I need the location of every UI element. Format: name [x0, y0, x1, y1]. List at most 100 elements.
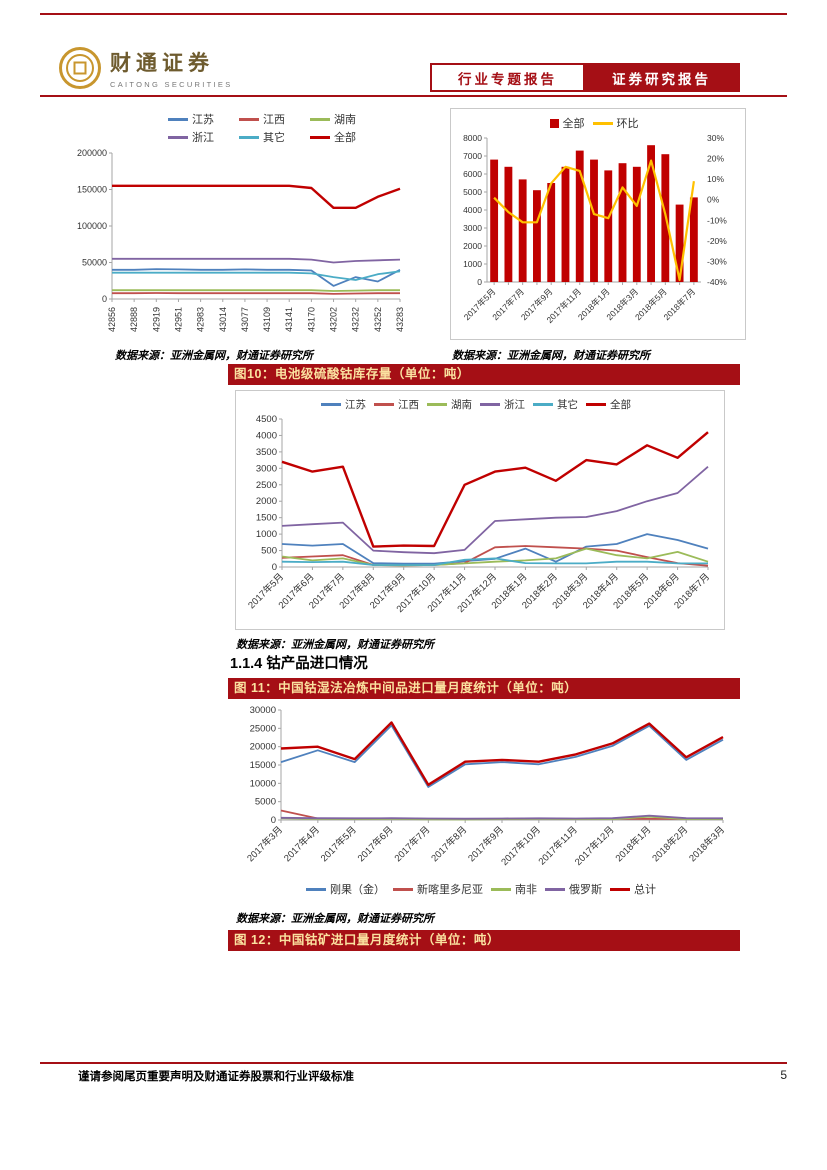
svg-text:43232: 43232 [351, 307, 361, 332]
svg-text:2017年8月: 2017年8月 [429, 824, 470, 865]
svg-text:2017年6月: 2017年6月 [355, 824, 396, 865]
svg-text:1500: 1500 [256, 513, 277, 524]
figure10-title-bar: 图10：电池级硫酸钴库存量（单位：吨） [228, 364, 740, 385]
svg-text:8000: 8000 [463, 133, 482, 143]
caitong-logo-icon [59, 47, 101, 89]
svg-text:43109: 43109 [262, 307, 272, 332]
svg-text:-20%: -20% [707, 236, 727, 246]
svg-text:0: 0 [271, 815, 276, 826]
svg-text:5000: 5000 [255, 797, 276, 808]
legend-item: 其它 [533, 397, 578, 412]
legend-label: 俄罗斯 [569, 884, 602, 896]
svg-text:4000: 4000 [463, 205, 482, 215]
total-mom-legend: 全部 环比 [451, 109, 745, 132]
svg-text:42983: 42983 [196, 307, 206, 332]
svg-text:150000: 150000 [77, 185, 107, 195]
svg-text:3000: 3000 [463, 223, 482, 233]
svg-text:42856: 42856 [107, 307, 117, 332]
legend-item: 江西 [239, 111, 305, 127]
report-type-banner: 行业专题报告 证券研究报告 [430, 63, 740, 92]
legend-item: 全部 [586, 397, 631, 412]
top-divider [40, 13, 787, 15]
svg-text:30000: 30000 [250, 705, 276, 716]
legend-box-marker-icon [549, 118, 559, 128]
svg-text:15000: 15000 [250, 760, 276, 771]
legend-item: 江西 [374, 397, 419, 412]
svg-text:0: 0 [477, 277, 482, 287]
legend-item: 环比 [592, 115, 639, 131]
legend-item: 刚果（金） [306, 881, 385, 897]
legend-label: 湖南 [334, 114, 356, 126]
fig10-chart-box: 江苏 江西 湖南 浙江 其它 全部 0 500 1000 1500 2000 2500 3000 350… [235, 390, 725, 630]
legend-line-marker-icon [610, 887, 630, 891]
hydromet-imports-chart: 0500010000150002000025000300002017年3月201… [245, 705, 728, 868]
company-logo: 财通证券 CAITONG SECURITIES [58, 46, 233, 90]
svg-text:-40%: -40% [707, 277, 727, 287]
legend-label: 全部 [334, 132, 356, 144]
svg-text:7000: 7000 [463, 151, 482, 161]
svg-text:10%: 10% [707, 174, 724, 184]
legend-line-marker-icon [491, 887, 511, 891]
svg-text:10000: 10000 [250, 778, 276, 789]
legend-line-marker-icon [427, 403, 447, 406]
legend-label: 环比 [616, 118, 639, 130]
legend-label: 全部 [610, 399, 631, 411]
legend-line-marker-icon [545, 887, 565, 891]
total-mom-chart-box: 全部 环比 0 1000 2000 3000 4000 5000 6000 7000 8000 30… [450, 108, 746, 340]
report-category-label: 证券研究报告 [585, 65, 738, 90]
legend-item: 总计 [610, 881, 656, 897]
svg-text:100000: 100000 [77, 221, 107, 231]
legend-line-marker-icon [533, 403, 553, 406]
legend-label: 江苏 [345, 399, 366, 411]
svg-text:43077: 43077 [240, 307, 250, 332]
footer-disclaimer: 谨请参阅尾页重要声明及财通证券股票和行业评级标准 [78, 1071, 354, 1083]
svg-text:2000: 2000 [256, 496, 277, 507]
legend-line-marker-icon [586, 403, 606, 406]
svg-text:2017年3月: 2017年3月 [245, 824, 286, 865]
svg-text:2017年5月: 2017年5月 [318, 824, 359, 865]
svg-text:43141: 43141 [284, 307, 294, 332]
data-source-note: 数据来源：亚洲金属网，财通证券研究所 [452, 350, 650, 362]
legend-item: 江苏 [168, 111, 234, 127]
legend-line-marker-icon [168, 117, 188, 121]
legend-line-marker-icon [393, 887, 413, 891]
legend-item: 俄罗斯 [545, 881, 602, 897]
svg-text:200000: 200000 [77, 148, 107, 158]
legend-line-marker-icon [592, 121, 613, 125]
legend-item: 浙江 [168, 129, 234, 145]
data-source-note: 数据来源：亚洲金属网，财通证券研究所 [236, 913, 434, 925]
legend-item: 江苏 [321, 397, 366, 412]
svg-text:20%: 20% [707, 154, 724, 164]
svg-text:2017年7月: 2017年7月 [392, 824, 433, 865]
svg-text:2000: 2000 [463, 241, 482, 251]
province-inventory-chart: 0 50000 100000 150000 200000 42856 42888 42919 4… [77, 148, 405, 332]
page-number: 5 [780, 1068, 787, 1082]
fig10-legend: 江苏 江西 湖南 浙江 其它 全部 [236, 391, 724, 413]
province-inventory-legend: 江苏 江西 湖南浙江 其它 全部 [168, 110, 404, 146]
svg-text:6000: 6000 [463, 169, 482, 179]
legend-label: 浙江 [504, 399, 525, 411]
legend-label: 其它 [263, 132, 285, 144]
svg-text:25000: 25000 [250, 723, 276, 734]
svg-text:4000: 4000 [256, 430, 277, 441]
logo-text: 财通证券 CAITONG SECURITIES [110, 47, 233, 89]
legend-item: 浙江 [480, 397, 525, 412]
legend-item: 南非 [491, 881, 537, 897]
svg-text:50000: 50000 [82, 258, 107, 268]
svg-text:2500: 2500 [256, 480, 277, 491]
legend-label: 浙江 [192, 132, 214, 144]
svg-text:3500: 3500 [256, 447, 277, 458]
svg-text:2017年4月: 2017年4月 [281, 824, 322, 865]
svg-text:-30%: -30% [707, 256, 727, 266]
svg-text:42951: 42951 [173, 307, 183, 332]
legend-line-marker-icon [321, 403, 341, 406]
svg-text:2018年3月: 2018年3月 [687, 824, 728, 865]
legend-line-marker-icon [310, 117, 330, 121]
company-name-cn: 财通证券 [110, 51, 214, 75]
svg-text:500: 500 [261, 546, 277, 557]
figure12-title-bar: 图 12：中国钴矿进口量月度统计（单位：吨） [228, 930, 740, 951]
svg-text:42888: 42888 [129, 307, 139, 332]
legend-label: 总计 [634, 884, 656, 896]
svg-text:1000: 1000 [256, 529, 277, 540]
